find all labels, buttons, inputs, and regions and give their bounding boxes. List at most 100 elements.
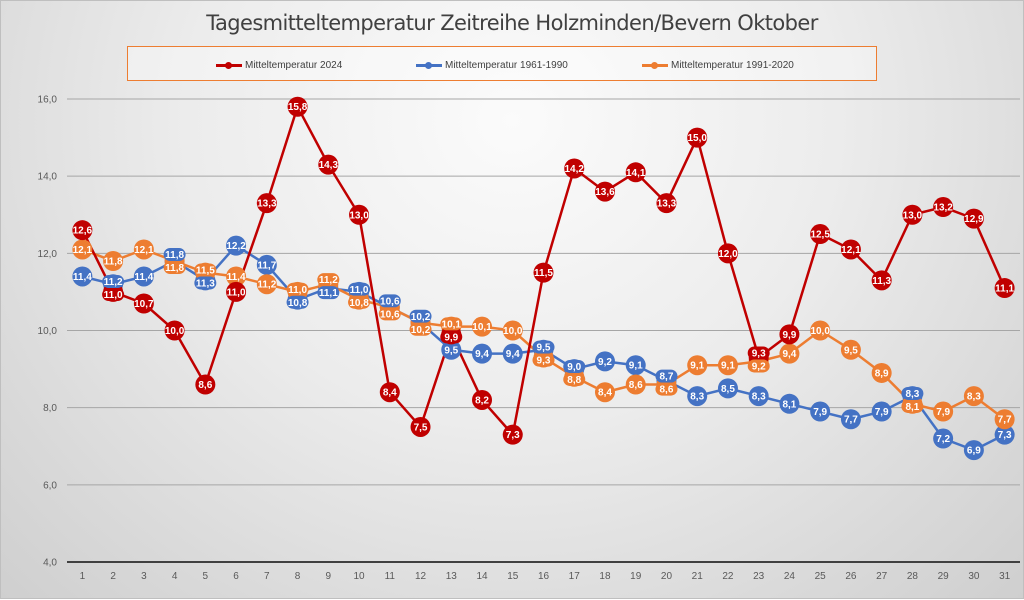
series-1991-2020-data-label: 10,6 xyxy=(380,309,400,320)
series-1991-2020-data-label: 10,1 xyxy=(472,322,492,333)
series-2024-data-label: 9,3 xyxy=(752,348,766,359)
series-2024-marker xyxy=(133,293,154,314)
series-1961-1990-marker xyxy=(625,355,646,376)
series-1961-1990-data-label: 7,9 xyxy=(813,407,827,418)
series-1991-2020-data-label: 10,1 xyxy=(442,319,462,330)
series-1961-1990-marker xyxy=(72,266,93,287)
series-2024-data-label: 8,2 xyxy=(475,395,489,406)
y-tick-label: 14,0 xyxy=(38,172,58,183)
series-2024-marker xyxy=(994,278,1015,299)
x-tick-label: 29 xyxy=(938,571,950,582)
series-1961-1990-data-label-bg xyxy=(655,369,678,383)
series-1991-2020-marker xyxy=(133,239,154,260)
series-2024-marker xyxy=(840,239,861,260)
series-1961-1990-marker xyxy=(871,401,892,422)
series-1961-1990-data-label-bg xyxy=(194,276,217,290)
series-1991-2020-data-label-bg xyxy=(163,261,186,275)
series-2024-data-label: 11,1 xyxy=(995,284,1014,295)
series-2024-data-label: 15,8 xyxy=(288,102,308,113)
series-1961-1990-data-label: 8,1 xyxy=(782,399,796,410)
series-1991-2020-data-label-bg xyxy=(532,353,555,367)
series-1991-2020-data-label: 7,7 xyxy=(998,415,1012,426)
series-2024-data-label: 11,0 xyxy=(104,290,123,301)
series-1961-1990-data-label: 7,2 xyxy=(936,434,950,445)
series-1961-1990-data-label-bg xyxy=(163,248,186,262)
x-tick-label: 12 xyxy=(415,571,427,582)
series-1961-1990-data-label-bg xyxy=(348,282,371,296)
series-1991-2020-marker xyxy=(472,316,493,337)
series-1961-1990-data-label: 7,3 xyxy=(998,430,1012,441)
series-1991-2020-data-label: 11,5 xyxy=(196,265,215,276)
series-1961-1990-marker xyxy=(256,254,277,275)
series-2024-marker xyxy=(687,127,708,148)
series-1961-1990-data-label: 7,7 xyxy=(844,415,858,426)
x-tick-label: 27 xyxy=(876,571,888,582)
x-tick-label: 30 xyxy=(968,571,980,582)
series-2024-data-label: 13,2 xyxy=(933,203,953,214)
series-1961-1990-data-label-bg xyxy=(317,286,340,300)
series-1991-2020-marker xyxy=(625,374,646,395)
series-1991-2020-marker xyxy=(933,401,954,422)
series-1991-2020-data-label: 9,5 xyxy=(844,345,858,356)
y-tick-label: 6,0 xyxy=(43,480,57,491)
series-1991-2020-marker xyxy=(717,355,738,376)
x-tick-label: 3 xyxy=(141,571,147,582)
series-2024-marker xyxy=(871,270,892,291)
series-1961-1990-data-label-bg xyxy=(901,386,924,400)
x-tick-label: 31 xyxy=(999,571,1011,582)
series-2024-marker xyxy=(564,158,585,179)
series-1991-2020-data-label-bg xyxy=(194,263,217,277)
series-1961-1990-marker xyxy=(717,378,738,399)
series-1991-2020-data-label: 11,0 xyxy=(288,285,307,296)
series-2024-data-label: 7,5 xyxy=(414,422,428,433)
series-2024-marker xyxy=(779,324,800,345)
series-1991-2020-data-label: 11,2 xyxy=(319,275,338,286)
series-2024-data-label-bg xyxy=(440,330,463,344)
series-1961-1990-data-label: 11,4 xyxy=(134,272,153,283)
series-1991-2020-data-label-bg xyxy=(655,382,678,396)
series-1991-2020-data-label-bg xyxy=(378,307,401,321)
series-2024-marker xyxy=(318,154,339,175)
series-2024-data-label: 13,3 xyxy=(657,199,677,210)
series-1991-2020-data-label: 8,4 xyxy=(598,388,612,399)
x-tick-label: 5 xyxy=(203,571,209,582)
x-tick-label: 26 xyxy=(845,571,857,582)
legend-label-1961-1990: Mitteltemperatur 1961-1990 xyxy=(445,59,568,71)
series-1961-1990-marker xyxy=(810,401,831,422)
series-1991-2020-marker xyxy=(871,362,892,383)
x-tick-label: 17 xyxy=(569,571,581,582)
legend-label-1991-2020: Mitteltemperatur 1991-2020 xyxy=(671,59,794,71)
series-1991-2020-data-label: 12,1 xyxy=(73,245,93,256)
series-1991-2020-data-label-bg xyxy=(901,399,924,413)
series-1961-1990-data-label: 9,2 xyxy=(598,357,612,368)
series-1991-2020-data-label: 11,8 xyxy=(165,263,184,274)
series-1991-2020-data-label: 8,1 xyxy=(905,402,919,413)
x-tick-label: 13 xyxy=(446,571,458,582)
series-1961-1990-data-label: 6,9 xyxy=(967,446,981,457)
series-1961-1990-data-label: 10,2 xyxy=(411,312,431,323)
series-1991-2020-data-label: 7,9 xyxy=(936,407,950,418)
series-1961-1990-data-label: 8,5 xyxy=(721,384,735,395)
x-tick-label: 10 xyxy=(353,571,365,582)
series-1991-2020-data-label: 10,0 xyxy=(810,326,830,337)
series-1991-2020-marker xyxy=(994,409,1015,430)
x-tick-label: 24 xyxy=(784,571,796,582)
series-2024-marker xyxy=(226,281,247,302)
series-1991-2020-data-label: 11,2 xyxy=(257,280,276,291)
series-1991-2020-marker xyxy=(963,386,984,407)
x-tick-label: 21 xyxy=(692,571,704,582)
series-2024-data-label: 12,9 xyxy=(964,214,984,225)
series-2024-marker xyxy=(195,374,216,395)
x-tick-label: 18 xyxy=(599,571,611,582)
series-1991-2020-marker xyxy=(594,382,615,403)
series-1961-1990-marker xyxy=(748,386,769,407)
x-tick-label: 15 xyxy=(507,571,519,582)
series-1991-2020-marker xyxy=(810,320,831,341)
x-tick-label: 6 xyxy=(233,571,239,582)
series-1961-1990-marker xyxy=(840,409,861,430)
series-1961-1990-data-label: 9,5 xyxy=(444,345,458,356)
series-1961-1990-data-label: 9,4 xyxy=(475,349,489,360)
series-1991-2020-data-label-bg xyxy=(286,282,309,296)
y-tick-label: 16,0 xyxy=(38,95,58,106)
